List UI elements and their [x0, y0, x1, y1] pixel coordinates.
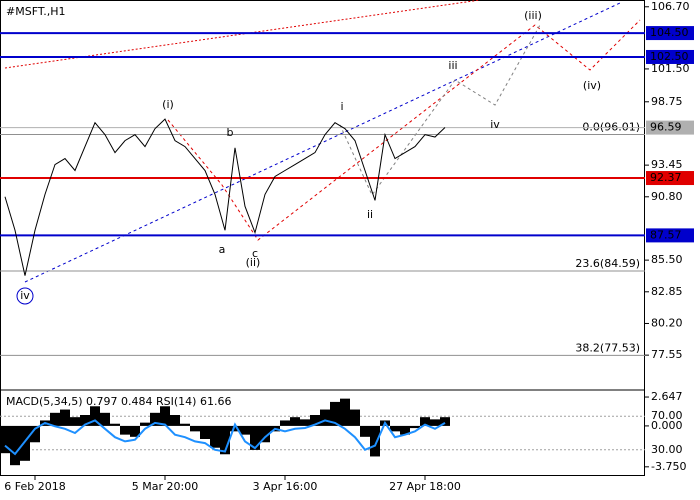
macd-bar	[140, 422, 150, 426]
y-tick-label: 93.45	[651, 158, 683, 171]
macd-bar	[200, 425, 210, 439]
macd-bar	[210, 425, 220, 448]
level-tag	[646, 49, 694, 64]
y-tick-label: 77.55	[651, 348, 683, 361]
macd-bar	[250, 425, 260, 450]
macd-bar	[160, 406, 170, 426]
macd-bar	[410, 425, 420, 429]
level-label: 104.50	[650, 26, 689, 39]
macd-bar	[220, 425, 230, 455]
macd-bar	[110, 423, 120, 426]
macd-bar	[320, 409, 330, 426]
wave-label: (iv)	[583, 79, 601, 92]
macd-bar	[290, 417, 300, 426]
macd-bar	[340, 398, 350, 426]
level-label: 87.57	[650, 228, 682, 241]
macd-bar	[430, 419, 440, 426]
macd-bar	[360, 425, 370, 437]
frame	[0, 0, 645, 476]
y-tick-label: 106.70	[651, 0, 690, 13]
macd-bar	[100, 412, 110, 426]
macd-bar	[300, 419, 310, 426]
macd-bar	[190, 425, 200, 432]
fib-label: 38.2(77.53)	[575, 341, 640, 354]
macd-bar	[90, 406, 100, 426]
macd-bar	[170, 415, 180, 426]
macd-bar	[180, 423, 190, 426]
y-tick-label: 80.20	[651, 316, 683, 329]
wave-projection	[167, 19, 641, 241]
macd-bar	[280, 420, 290, 426]
trend-line	[24, 2, 621, 283]
fib-label: 0.0(96.01)	[582, 121, 640, 134]
macd-bar	[50, 412, 60, 426]
macd-bar	[80, 415, 90, 426]
indicator-title: MACD(5,34,5) 0.797 0.484 RSI(14) 61.66	[6, 395, 231, 408]
y-tick-label: 98.75	[651, 95, 683, 108]
macd-bar	[330, 401, 340, 426]
macd-bar	[240, 425, 250, 435]
macd-bar	[20, 425, 30, 461]
x-tick-label: 27 Apr 18:00	[389, 480, 461, 493]
macd-bar	[230, 425, 240, 432]
y2-tick-label: 30.00	[651, 443, 683, 456]
macd-bar	[400, 425, 410, 435]
macd-bar	[350, 409, 360, 426]
wave-label: iv	[490, 118, 500, 131]
wave-label: a	[219, 243, 226, 256]
macd-bar	[70, 417, 80, 426]
macd-bar	[120, 425, 130, 435]
macd-bar	[30, 425, 40, 443]
macd-bar	[370, 425, 380, 457]
y-tick-label: 0.000	[651, 419, 683, 432]
wave-label: b	[227, 126, 234, 139]
wave-label: (ii)	[246, 256, 261, 269]
macd-bar	[10, 425, 20, 466]
x-tick-label: 5 Mar 20:00	[132, 480, 198, 493]
level-tag	[646, 120, 694, 135]
macd-bar	[420, 417, 430, 426]
wave-label: iii	[448, 59, 457, 72]
y-tick-label: 85.50	[651, 253, 683, 266]
macd-bar	[0, 425, 10, 454]
wave-circle	[16, 287, 34, 305]
macd-bar	[260, 425, 270, 443]
macd-bar	[60, 409, 70, 426]
wave-projection	[339, 24, 541, 196]
wave-label: i	[340, 100, 343, 113]
level-tag	[646, 171, 694, 186]
y-tick-label: 2.647	[651, 390, 683, 403]
level-tag	[646, 26, 694, 41]
level-label: 102.50	[650, 50, 689, 63]
wave-label: iv	[20, 289, 30, 302]
rsi-line	[4, 419, 446, 456]
macd-bar	[310, 415, 320, 426]
level-label: 96.59	[650, 121, 682, 134]
wave-label: (iii)	[524, 9, 542, 22]
level-label: 92.37	[650, 171, 682, 184]
level-tag	[646, 228, 694, 243]
y-tick-label: 90.80	[651, 190, 683, 203]
x-tick-label: 6 Feb 2018	[4, 480, 65, 493]
price-line	[4, 118, 446, 276]
wave-label: c	[252, 247, 258, 260]
y2-tick-label: 70.00	[651, 409, 683, 422]
wave-label: (i)	[162, 98, 174, 111]
wave-label: ii	[367, 208, 373, 221]
macd-bar	[440, 417, 450, 426]
x-tick-label: 3 Apr 16:00	[253, 480, 318, 493]
chart-title: #MSFT.,H1	[6, 5, 66, 18]
macd-bar	[130, 425, 140, 437]
y-tick-label: -3.750	[651, 460, 686, 473]
macd-bar	[390, 425, 400, 432]
fib-label: 23.6(84.59)	[575, 257, 640, 270]
y-tick-label: 82.85	[651, 285, 683, 298]
y-tick-label: 101.50	[651, 62, 690, 75]
macd-bar	[150, 412, 160, 426]
